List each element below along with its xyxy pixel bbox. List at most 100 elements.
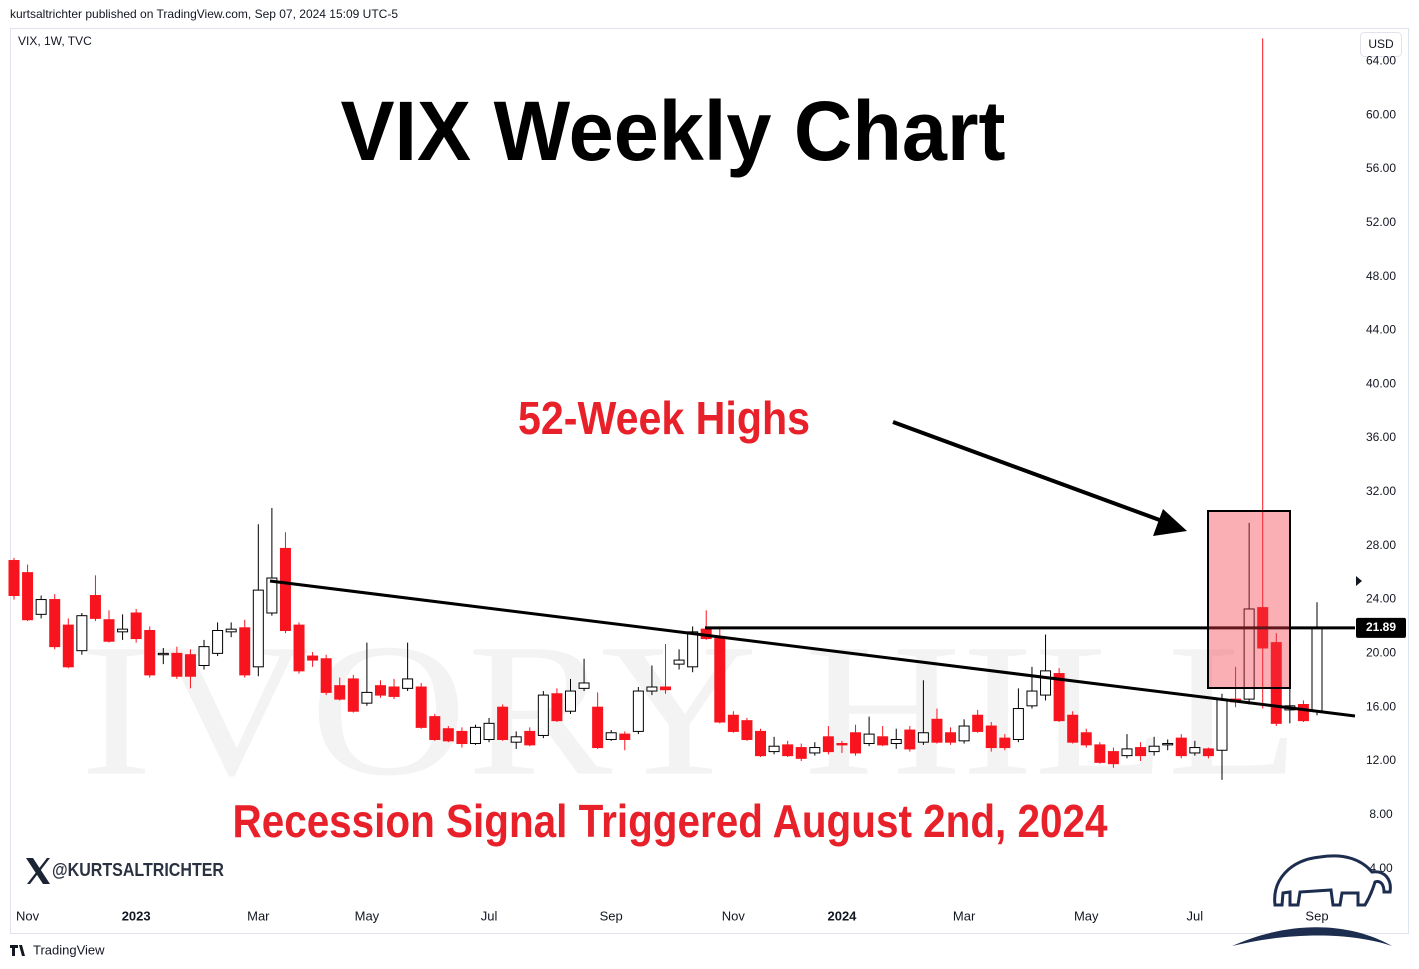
candle-body (836, 743, 848, 746)
x-tick-label: 2023 (122, 908, 151, 923)
candle-body (985, 725, 997, 749)
candle-body (809, 747, 821, 754)
candle-body (388, 686, 400, 697)
candle-body (687, 631, 699, 668)
x-tick-label: Jul (481, 908, 498, 923)
symbol-info: VIX, 1W, TVC (18, 34, 92, 48)
candle-body (660, 686, 671, 691)
candle-body (1094, 744, 1106, 763)
candle-body (619, 733, 631, 740)
candle-body (1135, 747, 1147, 757)
y-tick-label: 16.00 (1366, 699, 1396, 713)
candle-body (999, 737, 1011, 749)
candle-body (890, 738, 902, 745)
trendline (269, 579, 1356, 718)
candle-body (904, 729, 916, 750)
y-tick-label: 8.00 (1369, 807, 1393, 821)
candle-body (795, 747, 807, 759)
candle-body (727, 714, 739, 732)
brand: TradingView (33, 942, 105, 957)
candle-body (1012, 708, 1024, 740)
candle-body (320, 658, 332, 693)
candle-body (782, 744, 794, 757)
candle-body (931, 718, 943, 743)
x-tick-label: Mar (953, 908, 976, 923)
candle-body (130, 612, 142, 640)
candle-body (35, 599, 47, 615)
candle-body (252, 589, 264, 668)
panel-frame (10, 28, 1409, 934)
price-label-box (1356, 617, 1406, 638)
annotation: Recession Signal Triggered August 2nd, 2… (233, 795, 1108, 847)
x-tick-label: Jul (1187, 908, 1204, 923)
candle-body (144, 629, 156, 676)
x-tick-label: May (1074, 908, 1099, 923)
x-tick-label: Mar (247, 908, 270, 923)
candle-body (184, 654, 196, 677)
x-tick-label: Sep (600, 908, 623, 923)
candle-body (307, 655, 319, 661)
candle-body (198, 646, 210, 666)
candle-body (755, 730, 767, 757)
y-tick-label: 52.00 (1366, 215, 1396, 229)
candle-body (442, 728, 454, 742)
candle-body (714, 638, 726, 723)
candle-body (212, 629, 224, 654)
candle-body (510, 736, 522, 743)
candle-body (8, 560, 20, 597)
x-tick-label: Nov (16, 908, 40, 923)
candle-body (1216, 698, 1228, 751)
candle-body (456, 730, 468, 745)
candle-body (225, 628, 237, 633)
candle-body (266, 577, 278, 614)
plot-area: 4.008.0012.0016.0020.0024.0028.0032.0036… (8, 38, 1406, 923)
x-tick-label: Sep (1305, 908, 1328, 923)
candle-body (551, 693, 563, 722)
currency-box (1360, 32, 1402, 57)
candle-body (239, 627, 251, 676)
candle-body (415, 686, 427, 728)
candle-body (822, 736, 834, 753)
candle-body (1202, 748, 1214, 757)
x-tick-label: 2024 (827, 908, 857, 923)
marker (1356, 576, 1362, 586)
candle-body (1297, 704, 1309, 722)
candle-body (1162, 743, 1174, 746)
candle-body (62, 624, 74, 668)
candle-body (293, 624, 305, 672)
handle: @KURTSALTRICHTER (52, 860, 224, 880)
candle-body (22, 572, 34, 621)
candle-body (741, 720, 753, 740)
candle-body (483, 722, 495, 740)
candle-body (877, 736, 889, 746)
candle-body (1148, 745, 1160, 753)
candle-body (334, 685, 346, 700)
candle-body (1080, 732, 1092, 746)
candle-body (863, 733, 875, 745)
candle-body (49, 599, 61, 648)
candle-body (605, 732, 617, 740)
candle-body (632, 690, 644, 732)
y-tick-label: 60.00 (1366, 107, 1396, 121)
candle-body (1175, 737, 1187, 757)
candle-body (1026, 690, 1038, 707)
candle-body (850, 732, 862, 754)
candle-body (429, 716, 441, 740)
x-logo (26, 858, 50, 884)
candle-body (972, 714, 984, 732)
candle-body (564, 690, 576, 712)
y-tick-label: 12.00 (1366, 753, 1396, 767)
candle-body (1243, 608, 1255, 700)
y-tick-label: 48.00 (1366, 269, 1396, 283)
candle-body (1121, 748, 1133, 757)
highlight-box (1207, 510, 1291, 689)
y-tick-label: 20.00 (1366, 646, 1396, 660)
candle-body (1040, 670, 1052, 696)
candle-body (646, 686, 658, 692)
y-tick-label: 44.00 (1366, 323, 1396, 337)
currency: USD (1368, 37, 1394, 51)
candle-body (958, 725, 970, 742)
candle-body (279, 547, 291, 631)
